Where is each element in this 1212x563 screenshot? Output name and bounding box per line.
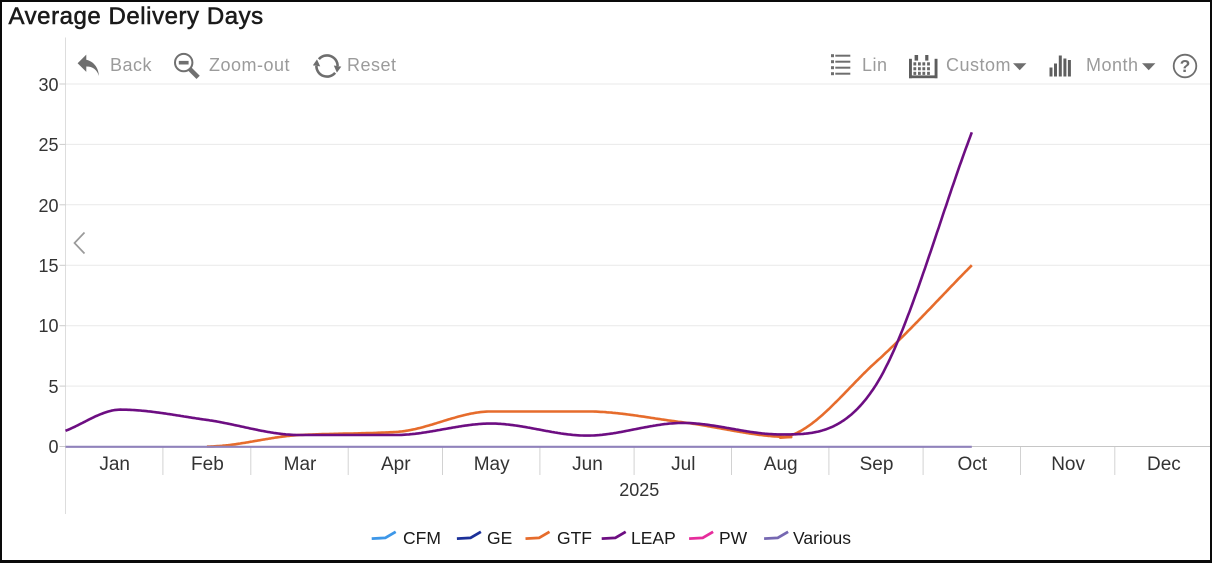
svg-text:?: ?	[1180, 56, 1191, 76]
